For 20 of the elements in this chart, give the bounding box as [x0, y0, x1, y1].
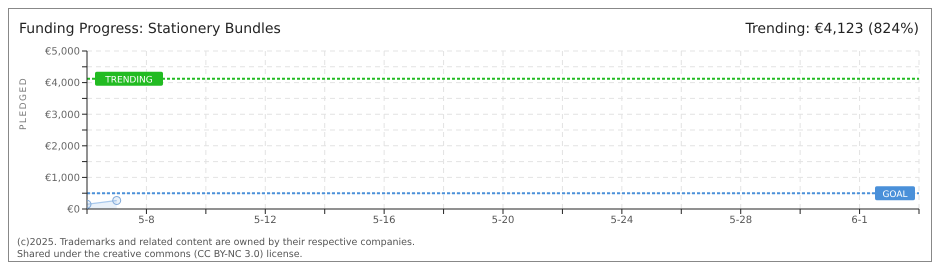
- y-tick-label: €1,000: [45, 172, 80, 184]
- x-tick-label: 5-8: [138, 215, 155, 226]
- y-tick-label: €0: [67, 204, 80, 216]
- y-axis-title: PLEDGED: [19, 76, 30, 130]
- x-tick-label: 5-24: [610, 215, 634, 226]
- x-tick-label: 6-1: [851, 215, 868, 226]
- x-tick-label: 5-16: [372, 215, 396, 226]
- text: Shared under the creative commons (CC BY-NC 3.0) license.: [17, 249, 304, 261]
- chart-title: Funding Progress: Stationery Bundles: [19, 21, 281, 37]
- ref-line-label: GOAL: [882, 190, 908, 200]
- ref-line-label: TRENDING: [104, 76, 153, 86]
- x-tick-label: 5-28: [729, 215, 752, 226]
- y-tick-label: €5,000: [45, 46, 80, 58]
- chart-subtitle: Trending: €4,123 (824%): [745, 21, 919, 37]
- y-tick-label: €3,000: [45, 110, 80, 121]
- y-tick-label: €2,000: [45, 141, 80, 152]
- x-tick-label: 5-12: [254, 215, 277, 226]
- text: (c)2025. Trademarks and related content are owned by their respective companies.: [17, 237, 415, 249]
- y-tick-label: €4,000: [45, 78, 80, 90]
- x-tick-label: 5-20: [492, 215, 514, 226]
